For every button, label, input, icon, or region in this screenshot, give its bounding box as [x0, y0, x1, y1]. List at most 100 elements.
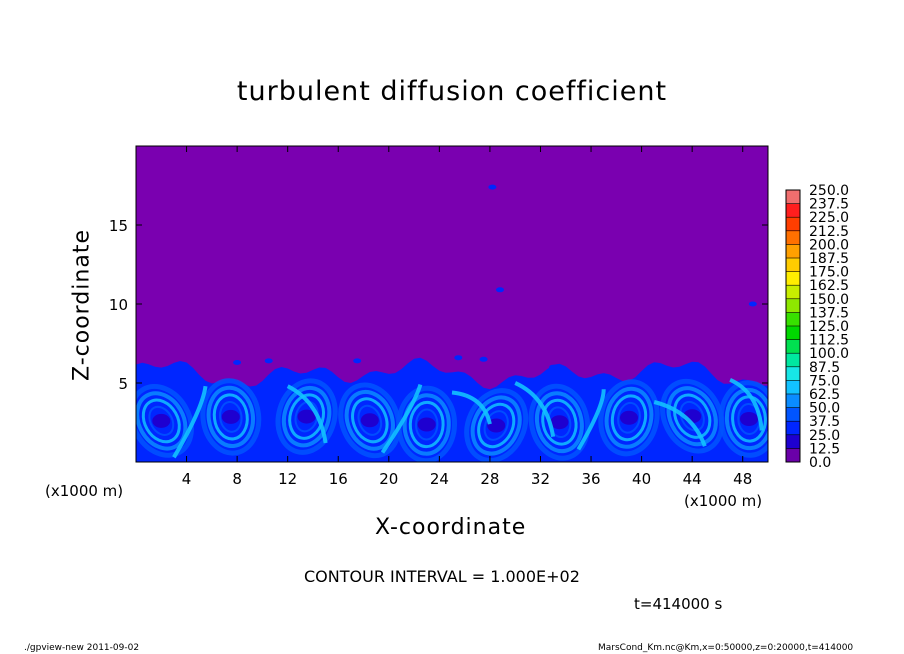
- colorbar-swatch: [786, 421, 800, 436]
- colorbar-swatch: [786, 217, 800, 232]
- colorbar-swatch: [786, 285, 800, 300]
- colorbar-level-label: 250.0: [809, 183, 849, 199]
- colorbar-level-label: 87.5: [809, 360, 840, 376]
- colorbar-level-label: 112.5: [809, 333, 849, 349]
- colorbar-swatch: [786, 366, 800, 381]
- colorbar-level-label: 25.0: [809, 428, 840, 444]
- colorbar-swatch: [786, 407, 800, 422]
- eddy-core: [740, 412, 758, 426]
- colorbar-level-label: 50.0: [809, 401, 840, 417]
- eddy-core: [487, 418, 506, 433]
- eddy-swirl: [528, 383, 591, 461]
- colorbar-swatch: [786, 326, 800, 340]
- colorbar-level-label: 125.0: [809, 319, 849, 335]
- eddy-swirl: [275, 378, 338, 455]
- eddy-core: [221, 409, 240, 424]
- y-tick-label: 15: [109, 217, 128, 235]
- eddy-swirl: [281, 385, 332, 448]
- colorbar-level-label: 150.0: [809, 292, 849, 308]
- eddy-swirl: [483, 410, 509, 441]
- colorbar-swatch: [786, 434, 800, 449]
- eddy-swirl: [200, 378, 262, 456]
- eddy-swirl: [477, 402, 516, 449]
- x-tick-label: 8: [232, 470, 242, 488]
- colorbar-swatch: [786, 339, 800, 354]
- x-tick-label: 44: [683, 470, 702, 488]
- x-tick-label: 32: [531, 470, 550, 488]
- colorbar-level-label: 0.0: [809, 455, 831, 471]
- colorbar-level-label: 137.5: [809, 305, 849, 321]
- eddy-core: [417, 417, 436, 432]
- colorbar-swatch: [786, 448, 800, 463]
- eddy-swirl: [136, 384, 194, 458]
- colorbar-swatch: [786, 271, 800, 286]
- eddy-core: [360, 413, 379, 428]
- eddy-swirl: [338, 382, 402, 459]
- eddy-swirl: [541, 398, 578, 446]
- diffusivity-streak: [514, 381, 556, 438]
- turbulent-blob: [488, 184, 497, 190]
- diffusivity-streak: [172, 385, 208, 459]
- eddy-swirl: [351, 397, 389, 444]
- time-label: t=414000 s: [634, 595, 723, 613]
- chart-title: turbulent diffusion coefficient: [236, 76, 668, 107]
- colorbar-swatch: [786, 244, 800, 259]
- footer-right: MarsCond_Km.nc@Km,x=0:50000,z=0:20000,t=…: [598, 643, 854, 653]
- eddy-swirl: [718, 380, 768, 458]
- colorbar-level-label: 100.0: [809, 346, 849, 362]
- x-axis-unit-left: (x1000 m): [45, 482, 124, 500]
- colorbar-level-label: 187.5: [809, 251, 849, 267]
- y-tick-label: 5: [118, 375, 128, 393]
- colorbar-level-label: 62.5: [809, 387, 840, 403]
- eddy-swirl: [136, 391, 188, 451]
- footer-left: ./gpview-new 2011-09-02: [24, 643, 140, 653]
- eddy-swirl: [408, 400, 445, 449]
- x-axis-label: X-coordinate: [375, 515, 527, 540]
- colorbar-level-label: 212.5: [809, 224, 849, 240]
- diffusivity-streak: [729, 377, 764, 431]
- colorbar-level-label: 12.5: [809, 441, 840, 457]
- diffusivity-streak: [286, 384, 328, 444]
- eddy-core: [620, 410, 638, 425]
- turbulent-blob: [549, 364, 558, 370]
- eddy-swirl: [660, 378, 725, 454]
- colorbar-level-label: 162.5: [809, 278, 849, 294]
- eddy-swirl: [464, 388, 529, 462]
- colorbar-level-label: 175.0: [809, 265, 849, 281]
- eddy-swirl: [148, 405, 175, 436]
- turbulent-blob: [748, 301, 757, 307]
- colorbar-level-label: 237.5: [809, 197, 849, 213]
- eddy-swirl: [598, 379, 660, 457]
- y-tick-label: 10: [109, 296, 128, 314]
- eddy-swirl: [414, 408, 439, 441]
- eddy-core: [152, 413, 171, 428]
- x-tick-label: 12: [278, 470, 297, 488]
- eddy-swirl: [212, 393, 249, 441]
- colorbar-swatch: [786, 258, 800, 272]
- eddy-swirl: [610, 394, 648, 442]
- eddy-swirl: [219, 400, 243, 433]
- eddy-swirl: [344, 389, 395, 451]
- diffusivity-streak: [653, 400, 707, 447]
- eddy-swirl: [288, 393, 326, 440]
- colorbar-swatch: [786, 380, 800, 395]
- colorbar-swatch: [786, 312, 800, 327]
- colorbar-level-label: 225.0: [809, 210, 849, 226]
- x-tick-label: 48: [733, 470, 752, 488]
- x-tick-label: 24: [430, 470, 449, 488]
- x-tick-label: 16: [329, 470, 348, 488]
- turbulent-blob: [264, 358, 273, 364]
- eddy-swirl: [141, 398, 181, 444]
- eddy-core: [550, 415, 569, 430]
- turbulent-blob: [479, 356, 488, 362]
- colorbar-swatch: [786, 353, 800, 368]
- colorbar-level-label: 37.5: [809, 414, 840, 430]
- colorbar-swatch: [786, 298, 800, 313]
- eddy-swirl: [470, 395, 522, 456]
- eddy-swirl: [206, 385, 256, 449]
- colorbar-swatch: [786, 230, 800, 245]
- turbulent-blob: [496, 287, 504, 293]
- eddy-swirl: [357, 404, 383, 436]
- colorbar-swatch: [786, 190, 800, 204]
